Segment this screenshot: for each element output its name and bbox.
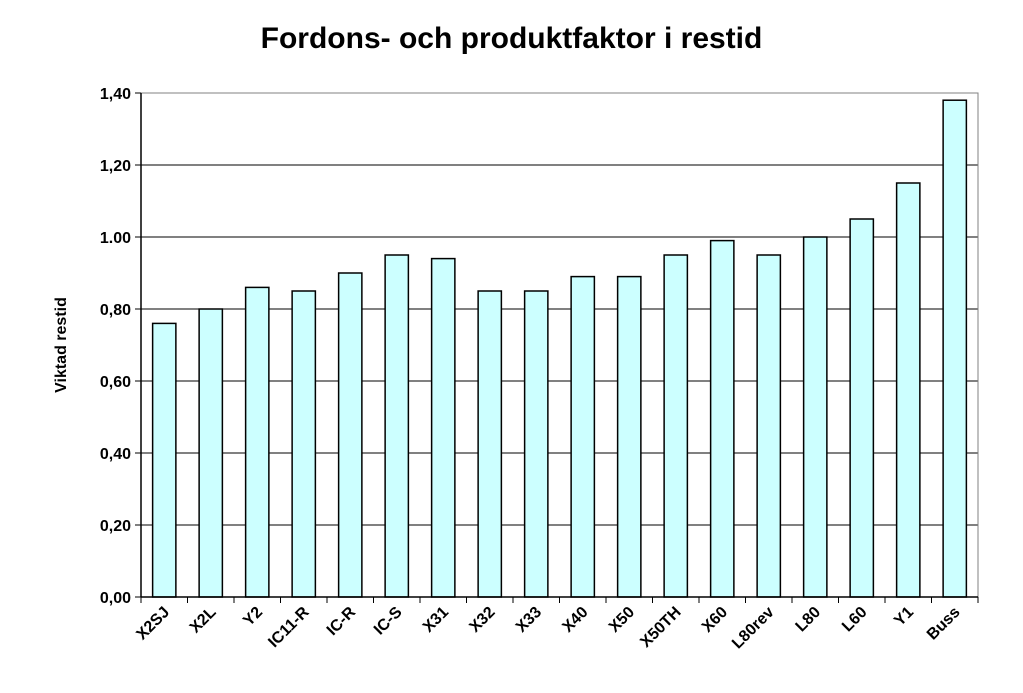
y-tick-label: 0,20 (100, 518, 131, 535)
bar (477, 290, 503, 598)
bar (895, 182, 921, 598)
bar (291, 290, 317, 598)
bar (756, 254, 782, 598)
x-tick-label: Y1 (891, 604, 917, 630)
x-tick-label: X2L (187, 604, 220, 637)
bar (802, 236, 828, 598)
x-tick-label: L60 (839, 604, 871, 636)
y-tick-label: 0,80 (100, 302, 131, 319)
bar (849, 218, 875, 598)
bar (337, 272, 363, 598)
x-tick-label: X2SJ (133, 604, 173, 644)
y-tick-label: 1,40 (100, 86, 131, 103)
bar (430, 257, 456, 598)
bar (709, 239, 735, 598)
bars (151, 99, 968, 598)
axes (135, 92, 979, 603)
chart-title: Fordons- och produktfaktor i restid (260, 22, 763, 55)
bar (198, 308, 224, 598)
y-tick-label: 1.00 (100, 230, 131, 247)
x-tick-label: IC-S (371, 604, 406, 639)
y-tick-label: 0,40 (100, 446, 131, 463)
bar (523, 290, 549, 598)
x-tick-label: X31 (420, 604, 452, 636)
bar (151, 322, 177, 598)
x-tick-label: X50 (606, 604, 638, 636)
y-tick-label: 1,20 (100, 158, 131, 175)
x-tick-label: X50TH (637, 604, 684, 651)
x-tick-label: X33 (513, 604, 545, 636)
bar (942, 99, 968, 598)
x-tick-label: IC-R (324, 603, 360, 639)
bar (384, 254, 410, 598)
x-tick-label: Y2 (240, 604, 266, 630)
y-tick-label: 0,60 (100, 374, 131, 391)
bar (244, 286, 270, 598)
bar (616, 275, 642, 598)
bar (663, 254, 689, 598)
bar (570, 275, 596, 598)
x-tick-label: X40 (559, 604, 591, 636)
x-tick-label: IC11-R (265, 603, 313, 651)
x-tick-label: Buss (924, 604, 964, 644)
x-tick-label: X32 (466, 604, 498, 636)
x-tick-label: X60 (699, 604, 731, 636)
x-tick-label: L80rev (729, 604, 778, 653)
x-tick-label: L80 (793, 604, 825, 636)
y-tick-label: 0,00 (100, 590, 131, 607)
